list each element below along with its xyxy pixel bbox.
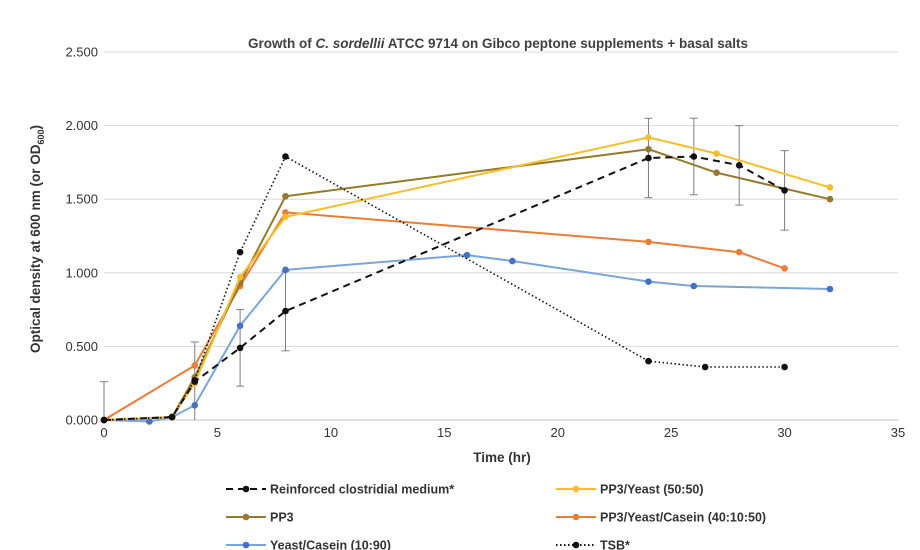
data-point bbox=[168, 413, 176, 421]
x-tick-label: 0 bbox=[100, 425, 107, 440]
data-point bbox=[645, 238, 652, 246]
x-tick-label: 15 bbox=[437, 425, 451, 440]
legend-item: TSB* bbox=[556, 539, 630, 550]
series-pp3 bbox=[100, 145, 834, 424]
y-tick-label: 0.000 bbox=[65, 413, 98, 428]
x-tick-label: 5 bbox=[214, 425, 221, 440]
y-tick-label: 1.000 bbox=[65, 265, 98, 280]
y-tick-label: 1.500 bbox=[65, 192, 98, 207]
data-point bbox=[645, 278, 652, 285]
legend-marker bbox=[572, 541, 580, 549]
series-line bbox=[103, 136, 831, 421]
x-tick-label: 10 bbox=[324, 425, 338, 440]
data-point bbox=[645, 134, 652, 141]
x-tick-label: 35 bbox=[891, 425, 905, 440]
data-point bbox=[690, 282, 698, 290]
data-point bbox=[645, 357, 652, 365]
data-point bbox=[463, 251, 471, 259]
data-point bbox=[100, 416, 108, 424]
chart-title: Growth of C. sordellii ATCC 9714 on Gibc… bbox=[248, 36, 748, 51]
error-bar bbox=[100, 381, 108, 420]
data-point bbox=[282, 153, 289, 160]
x-tick-label: 25 bbox=[664, 425, 678, 440]
plot-area bbox=[100, 134, 834, 425]
data-point bbox=[826, 184, 834, 191]
data-point bbox=[735, 248, 743, 256]
x-tick-label: 30 bbox=[777, 425, 791, 440]
data-point bbox=[781, 363, 788, 371]
series-reinforced-clostridial-medium bbox=[100, 153, 788, 424]
legend-label: Reinforced clostridial medium* bbox=[270, 483, 454, 497]
legend-marker bbox=[242, 541, 250, 549]
series-line bbox=[103, 155, 786, 421]
series-line bbox=[103, 148, 831, 421]
legend-item: Reinforced clostridial medium* bbox=[226, 483, 454, 497]
data-point bbox=[713, 150, 720, 157]
data-point bbox=[735, 162, 743, 169]
legend-label: PP3/Yeast/Casein (40:10:50) bbox=[600, 511, 766, 525]
data-point bbox=[713, 169, 720, 177]
series-pp3-yeast-50-50 bbox=[100, 134, 834, 424]
data-point bbox=[282, 307, 289, 315]
data-point bbox=[236, 273, 244, 281]
legend-item: Yeast/Casein (10:90) bbox=[226, 539, 391, 550]
data-point bbox=[191, 362, 199, 369]
data-point bbox=[282, 213, 289, 221]
x-tick-label: 20 bbox=[550, 425, 564, 440]
data-point bbox=[236, 344, 244, 352]
gridlines bbox=[104, 51, 898, 347]
y-tick-label: 0.500 bbox=[65, 339, 98, 354]
data-point bbox=[191, 376, 199, 384]
data-point bbox=[282, 192, 289, 200]
legend-marker bbox=[572, 485, 580, 493]
data-point bbox=[146, 418, 153, 425]
data-point bbox=[645, 154, 652, 162]
legend-label: TSB* bbox=[600, 539, 630, 550]
data-point bbox=[781, 187, 788, 194]
data-point bbox=[191, 401, 199, 409]
tick-labels: 0.000 0.500 1.000 1.500 2.000 2.500 0 5 10 15 20 25… bbox=[65, 45, 905, 441]
data-point bbox=[236, 248, 244, 256]
data-point bbox=[826, 195, 834, 203]
legend-marker bbox=[242, 485, 250, 493]
legend-item: PP3/Yeast (50:50) bbox=[556, 483, 704, 497]
data-point bbox=[236, 322, 244, 330]
series-line bbox=[103, 155, 785, 421]
legend-label: Yeast/Casein (10:90) bbox=[270, 539, 391, 550]
data-point bbox=[690, 153, 698, 160]
y-tick-label: 2.500 bbox=[65, 45, 98, 60]
legend-label: PP3/Yeast (50:50) bbox=[600, 483, 704, 497]
data-point bbox=[509, 257, 516, 265]
data-point bbox=[701, 363, 709, 371]
legend-marker bbox=[242, 513, 250, 521]
series-tsb bbox=[100, 153, 788, 424]
legend: Reinforced clostridial medium* PP3/Yeast … bbox=[226, 483, 766, 550]
legend-item: PP3 bbox=[226, 511, 294, 525]
legend-item: PP3/Yeast/Casein (40:10:50) bbox=[556, 511, 766, 525]
x-axis-title: Time (hr) bbox=[473, 450, 531, 465]
y-tick-label: 2.000 bbox=[65, 118, 98, 133]
data-point bbox=[282, 266, 289, 274]
data-point bbox=[645, 145, 652, 153]
data-point bbox=[781, 265, 788, 272]
y-axis-title: Optical density at 600 nm (or OD600) bbox=[28, 125, 46, 353]
legend-label: PP3 bbox=[270, 511, 294, 525]
data-point bbox=[826, 285, 834, 293]
legend-marker bbox=[572, 513, 580, 521]
